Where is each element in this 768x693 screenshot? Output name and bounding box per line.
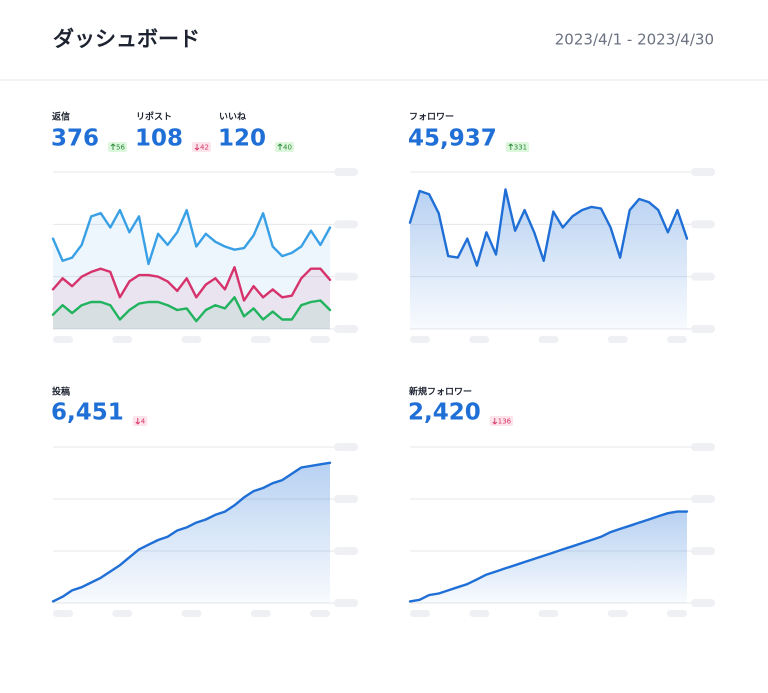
series-area [53,462,330,603]
x-tick-placeholder [250,336,271,343]
y-tick-placeholder [334,599,358,607]
delta-badge: 4 [132,416,148,426]
delta-value: 40 [283,144,292,152]
y-tick-placeholder [334,220,358,229]
x-tick-placeholder [310,336,330,343]
metric-label: 新規フォロワー [409,386,472,398]
trend-arrow [194,144,200,151]
metric-label: リポスト [136,111,172,123]
x-tick-placeholder [410,610,430,617]
x-tick-placeholder [181,336,202,343]
series-area [53,210,330,329]
series-line [408,188,689,267]
x-tick-placeholder [181,610,202,617]
y-tick-placeholder [334,272,358,281]
delta-value: 42 [200,144,209,152]
metric-value: 2,420 [408,400,481,426]
x-tick-placeholder [607,336,628,343]
series-area [410,189,687,329]
x-tick-placeholder [469,336,490,343]
delta-badge: 56 [108,142,127,152]
y-tick-placeholder [334,495,358,503]
series-area [53,297,330,329]
metric-value: 45,937 [408,126,497,152]
y-tick-placeholder [691,168,715,176]
delta-badge: 136 [489,416,514,426]
metric-value: 108 [135,126,183,152]
delta-bg [132,416,148,426]
x-tick-placeholder [667,336,687,343]
x-tick-placeholder [410,336,430,343]
trend-arrow [492,418,498,425]
y-tick-placeholder [334,168,358,176]
series-line [51,461,332,603]
x-tick-placeholder [310,610,330,617]
x-tick-placeholder [538,610,559,617]
y-tick-placeholder [334,547,358,555]
series-line [51,266,332,302]
delta-value: 331 [514,144,527,152]
series-line [408,510,689,603]
y-tick-placeholder [691,220,715,229]
delta-badge: 42 [192,142,211,152]
metric-value: 6,451 [51,400,124,426]
series-area [53,267,330,329]
x-tick-placeholder [53,336,73,343]
metric-label: いいね [219,112,246,123]
trend-arrow [508,143,514,150]
x-tick-placeholder [112,336,133,343]
series-line [51,208,332,266]
x-tick-placeholder [53,610,73,617]
trend-arrow [135,418,141,425]
delta-value: 4 [141,418,146,426]
delta-value: 56 [116,144,125,152]
delta-badge: 331 [505,142,530,152]
y-tick-placeholder [334,443,358,451]
x-tick-placeholder [607,610,628,617]
y-tick-placeholder [691,547,715,555]
y-tick-placeholder [691,325,715,333]
date-range: 2023/4/1 - 2023/4/30 [555,31,714,49]
metric-label: 返信 [52,111,70,123]
y-tick-placeholder [691,495,715,503]
y-tick-placeholder [691,272,715,281]
delta-badge: 40 [275,142,294,152]
y-tick-placeholder [691,443,715,451]
series-area [410,511,687,603]
metric-value: 376 [51,126,99,152]
metric-label: 投稿 [52,386,70,398]
series-line [51,296,332,323]
trend-arrow [277,143,283,150]
x-tick-placeholder [112,610,133,617]
delta-value: 136 [498,418,512,426]
x-tick-placeholder [538,336,559,343]
metric-label: フォロワー [409,113,454,123]
metric-value: 120 [218,126,266,152]
page-title: ダッシュボード [53,27,200,51]
trend-arrow [110,143,116,150]
x-tick-placeholder [469,610,490,617]
x-tick-placeholder [250,610,271,617]
y-tick-placeholder [691,599,715,607]
x-tick-placeholder [667,610,687,617]
y-tick-placeholder [334,325,358,333]
